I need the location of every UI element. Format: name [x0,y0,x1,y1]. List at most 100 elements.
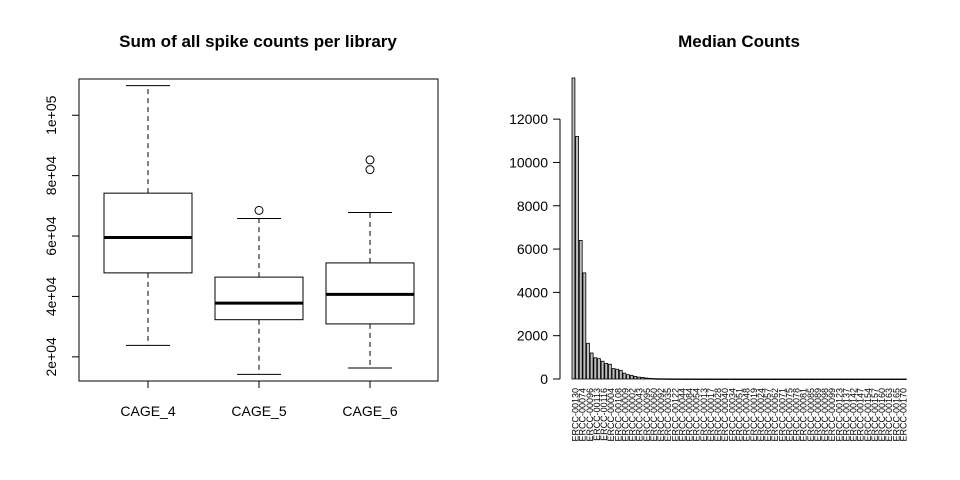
bar-tick-label: ERCC-00035 [663,388,673,442]
bar [728,378,732,380]
barplot-title: Median Counts [678,32,800,51]
bar [673,378,678,380]
bar [866,378,871,380]
bar [648,377,652,380]
bar [637,376,641,380]
bar [739,378,743,380]
bar [892,378,896,380]
bar [819,378,823,380]
bar [597,358,601,380]
bar-tick-label: ERCC-00040 [720,388,730,442]
bar [680,378,685,380]
bar [746,378,751,380]
bar [742,378,747,380]
bar-tick-label: ERCC-00084 [685,388,695,442]
bar [811,378,816,380]
bar-tick-label: ERCC-00089 [813,388,823,442]
bar [640,377,645,380]
bar [862,378,867,380]
bar-tick-label: ERCC-00130 [571,388,581,442]
bar-tick-label: ERCC-00147 [856,388,866,442]
bar-tick-label: ERCC-00078 [792,388,802,442]
bar [822,378,827,380]
bar-tick-label: ERCC-00054 [692,388,702,442]
bar [815,378,820,380]
bar [826,378,831,380]
bar [895,378,900,380]
bar-tick-label: ERCC-00024 [756,388,766,442]
bar [902,378,907,380]
bar [644,377,649,380]
bar [724,378,729,380]
bar [848,378,853,380]
bar [888,378,893,380]
boxplot-title: Sum of all spike counts per library [119,32,397,51]
bar [608,363,612,380]
y-tick-label: 4e+04 [43,277,59,317]
bar-tick-label: ERCC-00163 [884,388,894,442]
y-tick-label: 2000 [517,328,548,344]
bar [677,378,681,380]
x-tick-label: CAGE_4 [120,403,175,419]
bar-tick-label: ERCC-00044 [677,388,687,442]
bar [706,378,711,380]
bar-tick-label: ERCC-00071 [777,388,787,442]
bar [731,378,736,380]
bar-tick-label: ERCC-00019 [749,388,759,442]
boxplot-plot-area: 2e+04 4e+04 6e+04 8e+04 1e+05 CAGE_4 CAGE_5 CAG… [43,78,439,419]
bar-tick-label: ERCC-00092 [656,388,666,442]
bar-tick-label: ERCC-00142 [849,388,859,442]
bar [771,378,776,380]
bar [830,378,834,380]
bar-tick-label: ERCC-00137 [841,388,851,442]
bar [629,374,634,380]
bar-tick-label: ERCC-00157 [870,388,880,442]
bar [589,352,594,380]
bar-tick-label: ERCC-00004 [606,388,616,442]
barplot-plot-area: 020004000600080001000012000ERCC-00130ERC… [509,77,908,442]
bar [586,342,590,380]
y-tick-label: 10000 [509,154,548,170]
bar-tick-label: ERCC-00057 [763,388,773,442]
bar [709,378,714,380]
boxplot-panel: Sum of all spike counts per library 2e+0… [43,32,439,419]
bar [658,378,663,380]
bar [720,378,725,380]
bar [622,372,627,380]
x-tick-label: CAGE_6 [342,403,397,419]
outlier-point [254,205,264,215]
bar [841,378,845,380]
bar [669,378,674,380]
bar [873,378,878,380]
bar [626,374,630,380]
bar [702,378,707,380]
bar-tick-label: ERCC-00160 [877,388,887,442]
barplot-panel: Median Counts 0 2000 4000 6000 8000 10000 1200… [509,32,908,442]
bar [735,378,740,380]
bar-tick-label: ERCC-00013 [699,388,709,442]
bar-tick-label: ERCC-00081 [799,388,809,442]
bar-tick-label: ERCC-00098 [820,388,830,442]
y-tick-label: 2e+04 [43,337,59,377]
bar [666,378,670,380]
bar [684,378,689,380]
bar [881,378,885,380]
y-tick-label: 8e+04 [43,156,59,196]
bar [877,378,882,380]
bar [797,378,802,380]
bar [775,378,780,380]
bar [859,378,863,380]
bar-tick-label: ERCC-00113 [592,388,602,441]
bar [713,378,718,380]
bar-tick-label: ERCC-00096 [585,388,595,442]
bar [757,378,762,380]
bar-tick-label: ERCC-00009 [620,388,630,442]
bar [804,378,809,380]
bar [782,378,787,380]
bar [786,378,791,380]
bar-tick-label: ERCC-00095 [642,388,652,442]
bar [851,378,856,380]
bar [662,378,667,380]
bar [790,378,794,380]
